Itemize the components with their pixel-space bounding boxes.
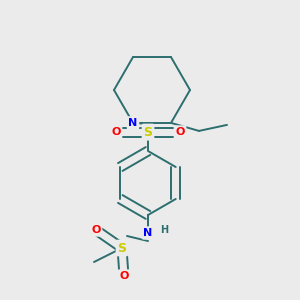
Text: O: O bbox=[175, 127, 185, 137]
Text: S: S bbox=[143, 125, 152, 139]
Text: O: O bbox=[111, 127, 121, 137]
Text: O: O bbox=[119, 271, 129, 281]
Text: O: O bbox=[91, 225, 101, 235]
Text: H: H bbox=[160, 225, 168, 235]
Text: N: N bbox=[128, 118, 138, 128]
Text: N: N bbox=[143, 228, 153, 238]
Text: S: S bbox=[118, 242, 127, 254]
